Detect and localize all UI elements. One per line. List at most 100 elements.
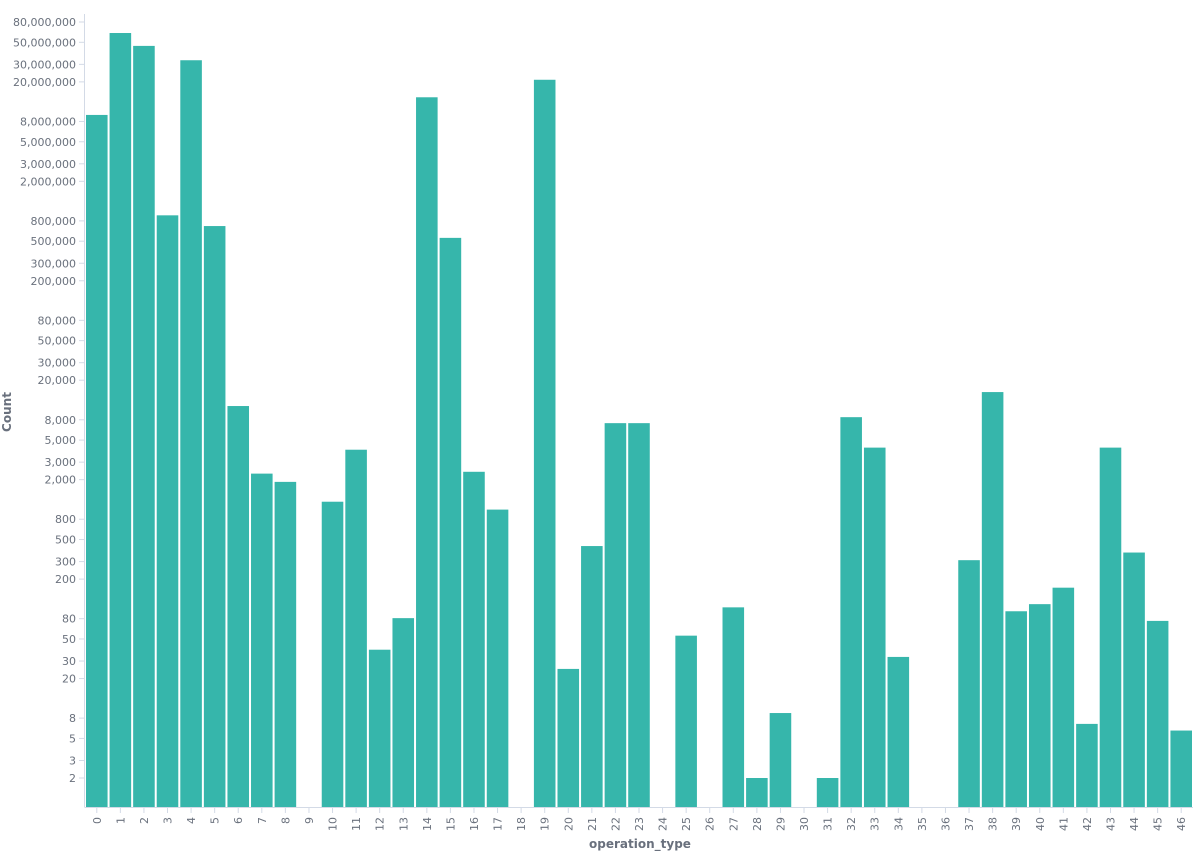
bar-28[interactable] [746,778,768,807]
bar-31[interactable] [816,778,839,807]
x-tick-label: 3 [162,817,175,824]
bar-40[interactable] [1028,604,1051,807]
y-tick-label: 50,000,000 [13,36,76,49]
x-tick-label: 13 [397,817,410,831]
x-tick-label: 24 [657,817,670,831]
x-tick-label: 35 [916,817,929,831]
x-tick-label: 14 [421,817,434,831]
x-tick-label: 19 [539,817,552,831]
bar-25[interactable] [675,635,697,807]
bar-33[interactable] [863,447,886,807]
y-tick-label: 3,000,000 [20,158,76,171]
bar-44[interactable] [1123,552,1145,807]
bar-17[interactable] [486,509,509,807]
y-tick-label: 50 [62,633,76,646]
bar-29[interactable] [769,713,792,807]
bar-11[interactable] [345,449,367,807]
bar-38[interactable] [981,392,1004,807]
bar-3[interactable] [156,215,179,807]
x-tick-label: 46 [1175,817,1188,831]
bar-27[interactable] [722,607,745,807]
x-tick-label: 22 [609,817,622,831]
bar-34[interactable] [887,656,910,807]
bar-0[interactable] [86,114,108,807]
bar-4[interactable] [180,60,202,808]
bar-32[interactable] [840,417,862,807]
bar-19[interactable] [533,79,556,807]
y-tick-label: 500 [55,534,76,547]
x-tick-label: 9 [303,817,316,824]
x-tick-label: 37 [963,817,976,831]
bar-1[interactable] [109,33,132,807]
y-tick-label: 5,000 [45,434,77,447]
y-axis-title: Count [0,392,14,432]
x-tick-label: 20 [562,817,575,831]
bar-6[interactable] [227,406,250,807]
y-tick-label: 200 [55,573,76,586]
bar-2[interactable] [133,45,155,807]
y-tick-label: 8,000,000 [20,115,76,128]
bar-22[interactable] [604,423,627,807]
x-tick-label: 7 [256,817,269,824]
y-tick-label: 20,000 [38,374,77,387]
bar-13[interactable] [392,618,415,807]
x-tick-label: 2 [138,817,151,824]
bar-15[interactable] [439,237,462,807]
x-tick-label: 12 [374,817,387,831]
x-tick-label: 43 [1104,817,1117,831]
x-tick-label: 38 [987,817,1000,831]
y-tick-label: 8,000 [45,414,77,427]
bar-37[interactable] [958,560,980,807]
x-tick-label: 29 [774,817,787,831]
x-axis-title: operation_type [589,837,691,852]
bar-5[interactable] [203,226,226,808]
x-tick-label: 10 [327,817,340,831]
bar-12[interactable] [368,649,391,807]
y-tick-label: 20,000,000 [13,76,76,89]
y-tick-label: 8 [69,712,76,725]
y-tick-label: 800 [55,513,76,526]
x-tick-label: 41 [1057,817,1070,831]
bar-16[interactable] [463,471,485,807]
bar-14[interactable] [416,97,438,807]
x-axis: 0 1 2 3 4 5 6 7 8 9 10 11 12 13 14 15 16 17 18 19 20 21 22 23 24… [84,807,1193,831]
x-tick-label: 40 [1034,817,1047,831]
bar-45[interactable] [1146,620,1169,807]
y-tick-label: 30,000 [38,357,77,370]
x-tick-label: 4 [185,817,198,824]
y-axis: 2 3 5 8 20 30 50 80 200 300 500 800 2,000 3,000 5,000 8… [13,14,85,807]
bar-21[interactable] [581,546,603,807]
x-tick-label: 44 [1128,817,1141,831]
bar-43[interactable] [1099,447,1122,807]
bar-39[interactable] [1005,611,1027,807]
x-tick-label: 23 [633,817,646,831]
x-tick-label: 42 [1081,817,1094,831]
x-tick-label: 34 [892,817,905,831]
x-tick-label: 15 [444,817,457,831]
y-tick-label: 20 [62,673,76,686]
bar-42[interactable] [1076,723,1098,807]
x-tick-label: 16 [468,817,481,831]
x-tick-label: 18 [515,817,528,831]
y-tick-label: 300,000 [31,257,77,270]
bar-46[interactable] [1170,730,1192,807]
bar-10[interactable] [321,501,344,807]
y-tick-label: 80,000 [38,314,77,327]
x-tick-label: 21 [586,817,599,831]
y-tick-label: 5,000,000 [20,136,76,149]
bar-8[interactable] [274,481,297,807]
y-tick-label: 3,000 [45,456,77,469]
x-tick-label: 27 [727,817,740,831]
bar-20[interactable] [557,668,580,807]
x-tick-label: 1 [114,817,127,824]
x-tick-label: 17 [492,817,505,831]
bar-23[interactable] [628,423,650,807]
x-tick-label: 39 [1010,817,1023,831]
bars-layer [86,33,1192,808]
x-tick-label: 28 [751,817,764,831]
bar-41[interactable] [1052,587,1075,807]
bar-7[interactable] [251,473,273,807]
y-tick-label: 5 [69,732,76,745]
